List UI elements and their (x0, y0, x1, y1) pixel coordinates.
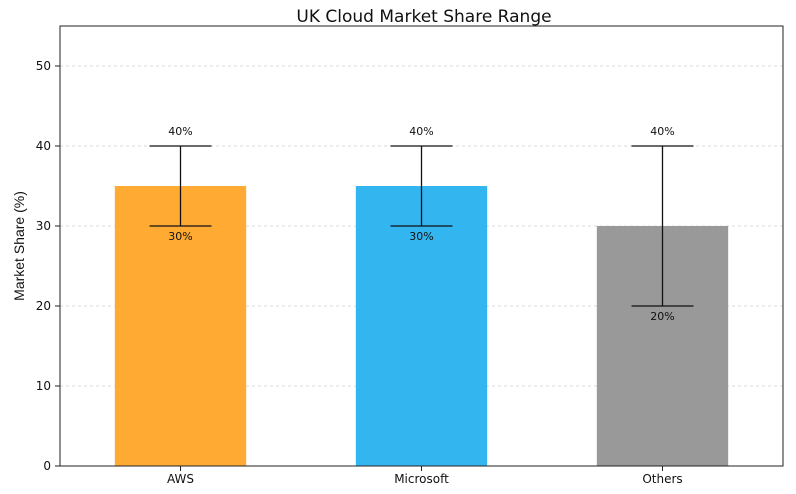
data-label-layer: 40% 30% 40% 30% 40% 20% (168, 125, 674, 323)
y-tick-label: 20 (36, 299, 51, 313)
range-high-label: 40% (650, 125, 674, 138)
x-tick-label: Others (642, 472, 682, 486)
y-tick-label: 10 (36, 379, 51, 393)
y-tick-label: 0 (43, 459, 51, 473)
range-high-label: 40% (409, 125, 433, 138)
bar (114, 186, 247, 466)
range-low-label: 30% (168, 230, 192, 243)
y-axis-label: Market Share (%) (11, 191, 27, 301)
bar-layer (114, 186, 729, 466)
x-tick-label: AWS (167, 472, 194, 486)
y-tick-label: 40 (36, 139, 51, 153)
y-tick-label: 30 (36, 219, 51, 233)
chart-title: UK Cloud Market Share Range (296, 7, 551, 27)
x-tick-label: Microsoft (394, 472, 449, 486)
range-low-label: 30% (409, 230, 433, 243)
range-low-label: 20% (650, 310, 674, 323)
tick-layer: 0 10 20 30 40 50 AWS Microsoft Others (36, 59, 683, 486)
range-high-label: 40% (168, 125, 192, 138)
error-bar-layer (149, 145, 694, 307)
bar (355, 186, 488, 466)
y-tick-label: 50 (36, 59, 51, 73)
